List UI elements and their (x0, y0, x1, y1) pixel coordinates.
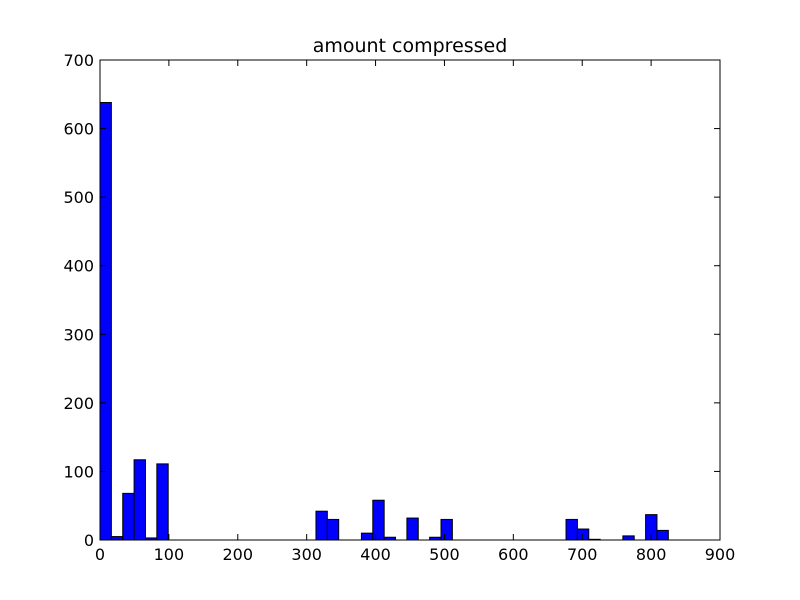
histogram-bar (99, 102, 112, 541)
histogram-bar (372, 499, 385, 541)
ticks-group: 0 100 200 300 400 500 600 700 800 900 0 100 200 300 40… (63, 51, 735, 564)
bars-group (99, 102, 669, 541)
histogram-bar (656, 529, 669, 541)
x-tick-label: 800 (636, 545, 667, 564)
histogram-bar (315, 510, 328, 541)
histogram-bar (440, 518, 453, 541)
x-tick-label: 100 (154, 545, 185, 564)
histogram-bar (576, 528, 590, 541)
histogram-bar (122, 492, 135, 541)
y-tick-label: 600 (63, 120, 94, 139)
histogram-bar (360, 532, 374, 541)
histogram-bar (565, 518, 578, 541)
histogram-bar (406, 517, 419, 541)
histogram-bar (156, 463, 169, 541)
y-tick-label: 300 (63, 325, 94, 344)
x-tick-label: 700 (567, 545, 598, 564)
y-tick-label: 100 (63, 462, 94, 481)
x-tick-label: 600 (498, 545, 529, 564)
y-tick-label: 500 (63, 188, 94, 207)
plot-frame (99, 59, 721, 541)
x-tick-label: 300 (291, 545, 322, 564)
x-tick-label: 500 (429, 545, 460, 564)
x-tick-label: 0 (95, 545, 105, 564)
histogram-bar (326, 518, 340, 541)
histogram-bar (622, 535, 635, 541)
x-tick-label: 200 (223, 545, 254, 564)
y-tick-label: 700 (63, 51, 94, 70)
y-tick-label: 400 (63, 257, 94, 276)
y-tick-label: 0 (84, 531, 94, 550)
x-tick-label: 900 (705, 545, 736, 564)
chart-title: amount compressed (313, 35, 508, 57)
histogram-bar (133, 459, 146, 541)
x-tick-label: 400 (360, 545, 391, 564)
y-tick-label: 200 (63, 394, 94, 413)
histogram-bar (110, 536, 124, 541)
